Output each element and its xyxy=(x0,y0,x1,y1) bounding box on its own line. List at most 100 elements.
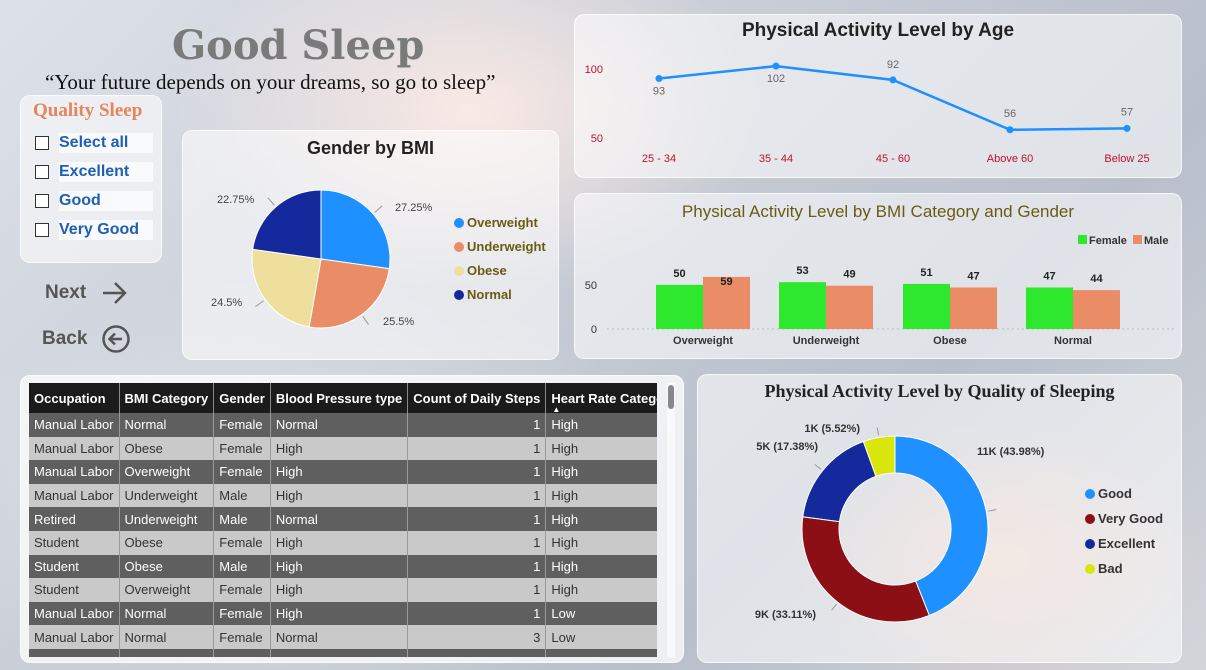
activity-by-age-line-chart: 50 100 93 25 - 34 102 35 - 44 92 45 - 60 56 Above… xyxy=(585,59,1150,165)
sort-ascending-icon: ▲ xyxy=(552,405,561,414)
donut-slice-bad[interactable] xyxy=(862,435,896,477)
column-header[interactable]: BMI Category xyxy=(119,383,215,413)
data-label: 59 xyxy=(720,276,732,288)
table-cell: Female xyxy=(213,625,271,649)
legend-marker xyxy=(1133,235,1142,244)
column-header[interactable]: Gender xyxy=(213,383,271,413)
data-label: 56 xyxy=(1004,108,1016,120)
legend-item-normal[interactable]: Normal xyxy=(454,287,512,302)
next-button[interactable]: Next xyxy=(45,280,130,306)
bar-female-overweight[interactable] xyxy=(656,284,703,329)
x-tick-label: Overweight xyxy=(673,335,733,347)
table-row[interactable]: Manual Labor Normal Female High 1 Low xyxy=(29,601,657,626)
data-point[interactable] xyxy=(1123,124,1131,132)
checkbox[interactable] xyxy=(35,136,49,150)
leader-line xyxy=(988,509,997,512)
data-label: 25.5% xyxy=(383,316,414,328)
scrollbar[interactable] xyxy=(667,383,675,657)
bar-male-overweight[interactable] xyxy=(703,276,750,329)
table-row[interactable]: Manual Labor Obese Female High 1 High xyxy=(29,436,657,461)
leader-line xyxy=(362,316,370,325)
data-point[interactable] xyxy=(889,76,897,84)
slicer-item-label: Excellent xyxy=(59,162,153,182)
legend-item-overweight[interactable]: Overweight xyxy=(454,215,538,230)
checkbox[interactable] xyxy=(35,165,49,179)
slicer-item-very-good[interactable]: Very Good xyxy=(35,220,153,240)
pie-slice-underweight[interactable] xyxy=(308,258,390,329)
y-tick-label: 50 xyxy=(591,133,603,145)
table-cell xyxy=(545,648,657,657)
pie-slice-overweight[interactable] xyxy=(320,189,391,270)
bar-female-normal[interactable] xyxy=(1026,287,1073,329)
donut-slice-good[interactable] xyxy=(894,435,989,617)
series-line xyxy=(658,64,1128,132)
bar-female-obese[interactable] xyxy=(903,283,950,329)
legend-marker xyxy=(454,217,464,228)
legend-item-good[interactable]: Good xyxy=(1085,486,1132,501)
table-row[interactable]: Manual Labor Underweight Male High 1 High xyxy=(29,483,657,508)
slicer-item-good[interactable]: Good xyxy=(35,191,153,211)
table-row[interactable]: Manual Labor Normal Female Normal 1 High xyxy=(29,413,657,437)
activity-by-bmi-gender-bar-chart: 0 50 50 59 Overweight 53 49 Underweight 51 47 Obes… xyxy=(585,235,1175,347)
table-row[interactable]: Student Obese Male High 1 High xyxy=(29,554,657,579)
table-cell: High xyxy=(545,554,657,579)
table-cell: High xyxy=(545,460,657,484)
legend-item-bad[interactable]: Bad xyxy=(1085,561,1123,576)
table-row[interactable]: Manual Labor Normal Female Normal 3 Low xyxy=(29,625,657,649)
pie-slice-obese[interactable] xyxy=(251,248,322,328)
table-cell: Obese xyxy=(119,436,215,461)
legend-marker xyxy=(1085,563,1095,574)
bar-male-underweight[interactable] xyxy=(826,285,873,329)
data-point[interactable] xyxy=(655,75,663,83)
table-row[interactable]: Retired Underweight Male Normal 1 High xyxy=(29,507,657,531)
legend-item-very-good[interactable]: Very Good xyxy=(1085,511,1163,526)
slicer-item-select-all[interactable]: Select all xyxy=(35,133,153,153)
legend-item-obese[interactable]: Obese xyxy=(454,263,507,278)
pie-slice-normal[interactable] xyxy=(252,189,322,260)
legend-label[interactable]: Female xyxy=(1089,235,1127,247)
legend-label: Very Good xyxy=(1098,511,1164,526)
donut-slice-very-good[interactable] xyxy=(801,516,930,623)
activity-by-age-panel: Physical Activity Level by Age 50 100 93 25… xyxy=(574,14,1182,178)
checkbox[interactable] xyxy=(35,223,49,237)
column-header[interactable]: Blood Pressure type xyxy=(270,383,409,413)
table-cell: Low xyxy=(545,625,657,649)
legend-label: Normal xyxy=(467,287,512,302)
back-button[interactable]: Back xyxy=(42,324,131,354)
table-cell: 1 xyxy=(407,601,547,626)
table-cell: High xyxy=(270,554,409,579)
table-cell: Normal xyxy=(119,625,215,649)
table-cell: 1 xyxy=(407,436,547,461)
chart-title: Gender by BMI xyxy=(306,138,435,158)
column-header[interactable]: Occupation xyxy=(29,383,120,413)
table-cell: Normal xyxy=(270,507,409,531)
legend-item-underweight[interactable]: Underweight xyxy=(454,239,546,254)
x-tick-label: Above 60 xyxy=(987,153,1033,165)
table-cell: High xyxy=(270,601,409,626)
table-row[interactable] xyxy=(29,648,657,657)
y-tick-label: 0 xyxy=(591,324,597,336)
scrollbar-thumb[interactable] xyxy=(668,385,674,409)
slicer-item-label: Very Good xyxy=(59,220,153,240)
bar-female-underweight[interactable] xyxy=(779,282,826,329)
leader-line xyxy=(831,603,837,611)
table-row[interactable]: Student Overweight Female High 1 High xyxy=(29,578,657,602)
column-header[interactable]: Heart Rate Category ▲ xyxy=(545,383,657,414)
legend-label[interactable]: Male xyxy=(1144,235,1168,247)
data-point[interactable] xyxy=(1006,126,1014,134)
checkbox[interactable] xyxy=(35,194,49,208)
data-label: 5K (17.38%) xyxy=(756,441,818,453)
table-row[interactable]: Manual Labor Overweight Female High 1 High xyxy=(29,460,657,484)
table-cell: 1 xyxy=(407,460,547,484)
x-tick-label: Obese xyxy=(933,335,967,347)
donut-slice-excellent[interactable] xyxy=(802,440,877,523)
column-header[interactable]: Count of Daily Steps xyxy=(407,383,547,413)
legend-item-excellent[interactable]: Excellent xyxy=(1085,536,1155,551)
slicer-item-excellent[interactable]: Excellent xyxy=(35,162,153,182)
table-row[interactable]: Student Obese Female High 1 High xyxy=(29,530,657,555)
bar-male-obese[interactable] xyxy=(950,287,997,329)
table-scroll[interactable]: Occupation BMI Category Gender Blood Pre… xyxy=(29,383,657,657)
table-cell: Female xyxy=(213,601,271,626)
bar-male-normal[interactable] xyxy=(1073,290,1120,329)
data-point[interactable] xyxy=(772,62,780,70)
